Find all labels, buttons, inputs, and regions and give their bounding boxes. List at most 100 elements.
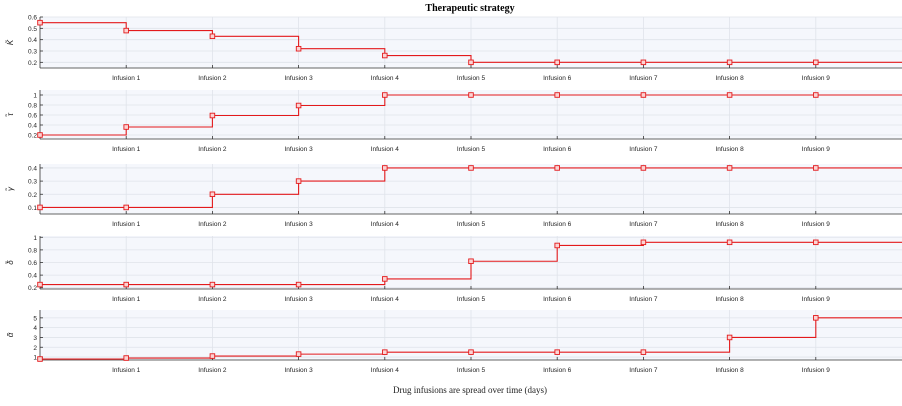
y-tick-label: 0.4 [28, 273, 37, 280]
data-point-marker [640, 92, 647, 98]
y-axis-label: ᾶ [6, 332, 15, 337]
data-point-marker [209, 33, 216, 40]
x-tick-label: Infusion 4 [371, 221, 400, 228]
x-tick-label: Infusion 5 [457, 146, 486, 153]
data-point-marker [554, 165, 560, 171]
x-tick-label: Infusion 2 [198, 367, 227, 374]
y-axis-label: τ̃ [6, 112, 15, 117]
data-point-marker [123, 355, 129, 361]
data-point-marker [813, 315, 819, 321]
x-tick-label: Infusion 4 [371, 296, 400, 303]
x-tick-label: Infusion 4 [371, 75, 400, 82]
data-point-marker [209, 112, 216, 119]
panel-2: 0.2 0.4 0.6 0.8 1 Infusion 1 Infusion 2 Infusio… [6, 90, 902, 153]
x-tick-label: Infusion 3 [285, 367, 314, 374]
data-point-marker [123, 124, 129, 130]
panel-3: 0.1 0.2 0.3 0.4 Infusion 1 Infusion 2 Infusion… [6, 164, 902, 228]
data-point-marker [726, 92, 733, 98]
data-point-marker [37, 281, 43, 288]
data-point-marker [123, 281, 129, 288]
data-point-marker [726, 165, 733, 171]
x-axis-label: Drug infusions are spread over time (day… [393, 385, 547, 395]
data-point-marker [726, 239, 733, 246]
series-step-line [40, 167, 902, 208]
data-point-marker [554, 349, 560, 355]
panel-5: 1 2 3 4 5 Infusion 1 Infusion 2 Infusion 3 Infus… [6, 310, 902, 374]
data-point-marker [554, 92, 560, 98]
data-point-marker [295, 281, 302, 288]
data-point-marker [468, 92, 474, 98]
x-tick-label: Infusion 8 [716, 75, 745, 82]
x-tick-label: Infusion 7 [629, 221, 658, 228]
data-point-marker [640, 165, 647, 171]
x-tick-label: Infusion 8 [716, 367, 745, 374]
x-tick-label: Infusion 9 [802, 221, 831, 228]
x-tick-label: Infusion 5 [457, 221, 486, 228]
data-point-marker [554, 242, 560, 249]
data-point-marker [37, 132, 43, 138]
x-tick-label: Infusion 3 [285, 221, 314, 228]
y-tick-label: 0.2 [28, 60, 37, 67]
data-point-marker [640, 349, 647, 355]
data-point-marker [382, 52, 388, 59]
data-point-marker [382, 165, 388, 171]
data-point-marker [295, 45, 302, 52]
x-tick-label: Infusion 6 [543, 296, 572, 303]
x-tick-label: Infusion 1 [112, 367, 141, 374]
data-point-marker [209, 353, 216, 359]
x-tick-label: Infusion 6 [543, 367, 572, 374]
data-point-marker [295, 351, 302, 357]
data-point-marker [640, 59, 647, 66]
x-tick-label: Infusion 1 [112, 146, 141, 153]
y-axis-label: K̃ [6, 39, 15, 45]
x-tick-label: Infusion 5 [457, 367, 486, 374]
data-point-marker [37, 19, 43, 26]
y-tick-label: 0.8 [28, 103, 37, 110]
y-tick-label: 4 [33, 325, 37, 332]
x-tick-label: Infusion 3 [285, 75, 314, 82]
data-point-marker [813, 59, 819, 66]
data-point-marker [726, 59, 733, 66]
y-tick-label: 3 [33, 335, 37, 342]
data-point-marker [209, 191, 216, 198]
data-point-marker [813, 92, 819, 98]
x-tick-label: Infusion 1 [112, 75, 141, 82]
data-point-marker [37, 356, 43, 362]
x-tick-label: Infusion 2 [198, 296, 227, 303]
x-tick-label: Infusion 9 [802, 296, 831, 303]
data-point-marker [382, 349, 388, 355]
x-tick-label: Infusion 1 [112, 296, 141, 303]
x-tick-label: Infusion 7 [629, 296, 658, 303]
x-tick-label: Infusion 9 [802, 367, 831, 374]
y-tick-label: 1 [33, 93, 37, 100]
x-tick-label: Infusion 6 [543, 221, 572, 228]
x-tick-label: Infusion 7 [629, 75, 658, 82]
y-tick-label: 0.2 [28, 192, 37, 199]
y-tick-label: 0.3 [28, 179, 37, 186]
y-tick-label: 0.4 [28, 165, 37, 172]
y-tick-label: 1 [33, 235, 37, 242]
panels-layer: 0.2 0.3 0.4 0.5 0.6 Infusion 1 Infusion 2 Infus… [6, 15, 902, 374]
data-point-marker [37, 204, 43, 211]
data-point-marker [468, 59, 474, 66]
series-step-line [40, 22, 902, 63]
y-tick-label: 0.6 [28, 113, 37, 120]
x-tick-label: Infusion 8 [716, 296, 745, 303]
y-tick-label: 0.3 [28, 49, 37, 56]
x-tick-label: Infusion 4 [371, 146, 400, 153]
y-tick-label: 0.8 [28, 247, 37, 254]
y-tick-label: 0.4 [28, 123, 37, 130]
y-tick-label: 0.6 [28, 15, 37, 22]
data-point-marker [209, 281, 216, 288]
y-tick-label: 2 [33, 345, 37, 352]
data-point-marker [382, 276, 388, 282]
data-point-marker [123, 204, 129, 211]
x-tick-label: Infusion 4 [371, 367, 400, 374]
data-point-marker [295, 178, 302, 184]
y-tick-label: 0.5 [28, 26, 37, 33]
x-tick-label: Infusion 2 [198, 221, 227, 228]
x-tick-label: Infusion 6 [543, 75, 572, 82]
x-tick-label: Infusion 3 [285, 296, 314, 303]
